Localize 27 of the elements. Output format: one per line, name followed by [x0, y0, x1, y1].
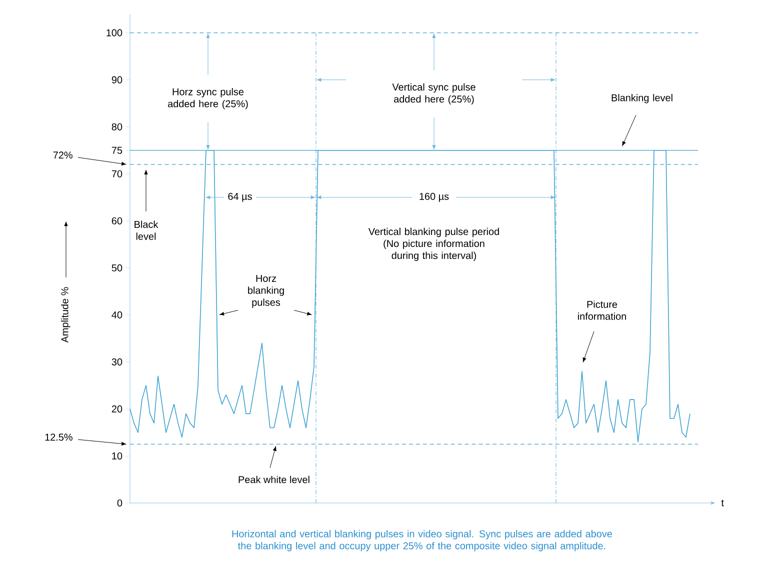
- annotation: Horz blanking pulses: [248, 274, 284, 308]
- annotation: 64 µs: [228, 192, 252, 202]
- y-tick-label: 40: [112, 311, 122, 318]
- annotation: Blanking level: [612, 94, 672, 104]
- y-tick-label: 20: [112, 405, 122, 412]
- text: 72%: [53, 152, 72, 159]
- y-tick-label: 50: [112, 264, 122, 272]
- annotation: 160 µs: [420, 192, 449, 202]
- y-tick-label: 100: [106, 29, 122, 36]
- text: Horizontal and vertical blanking pulses in video signal. Sync pulses are added above the blanking level and occupy upper 25% of the composite video signal amplitude.: [232, 530, 612, 552]
- x-axis-title: t: [721, 500, 724, 506]
- y-tick-label: 90: [112, 76, 122, 84]
- annotation: Picture information: [578, 300, 626, 320]
- text: 12.5%: [45, 434, 72, 441]
- y-tick-label: 10: [112, 452, 122, 460]
- y-tick-label: 30: [112, 358, 122, 366]
- y-tick-label: 70: [112, 170, 122, 178]
- y-tick-label: 75: [112, 146, 122, 154]
- annotation: Vertical blanking pulse period (No picture information during this interval): [368, 228, 499, 261]
- y-tick-label: 0: [117, 499, 122, 507]
- annotation: Vertical sync pulse added here (25%): [392, 83, 476, 105]
- y-tick-label: 60: [112, 217, 122, 224]
- annotation: Black level: [134, 220, 158, 240]
- y-axis-title: Amplitude %: [61, 287, 70, 343]
- annotation: Horz sync pulse added here (25%): [168, 88, 248, 110]
- annotation: Peak white level: [238, 476, 310, 484]
- y-tick-label: 80: [112, 123, 122, 130]
